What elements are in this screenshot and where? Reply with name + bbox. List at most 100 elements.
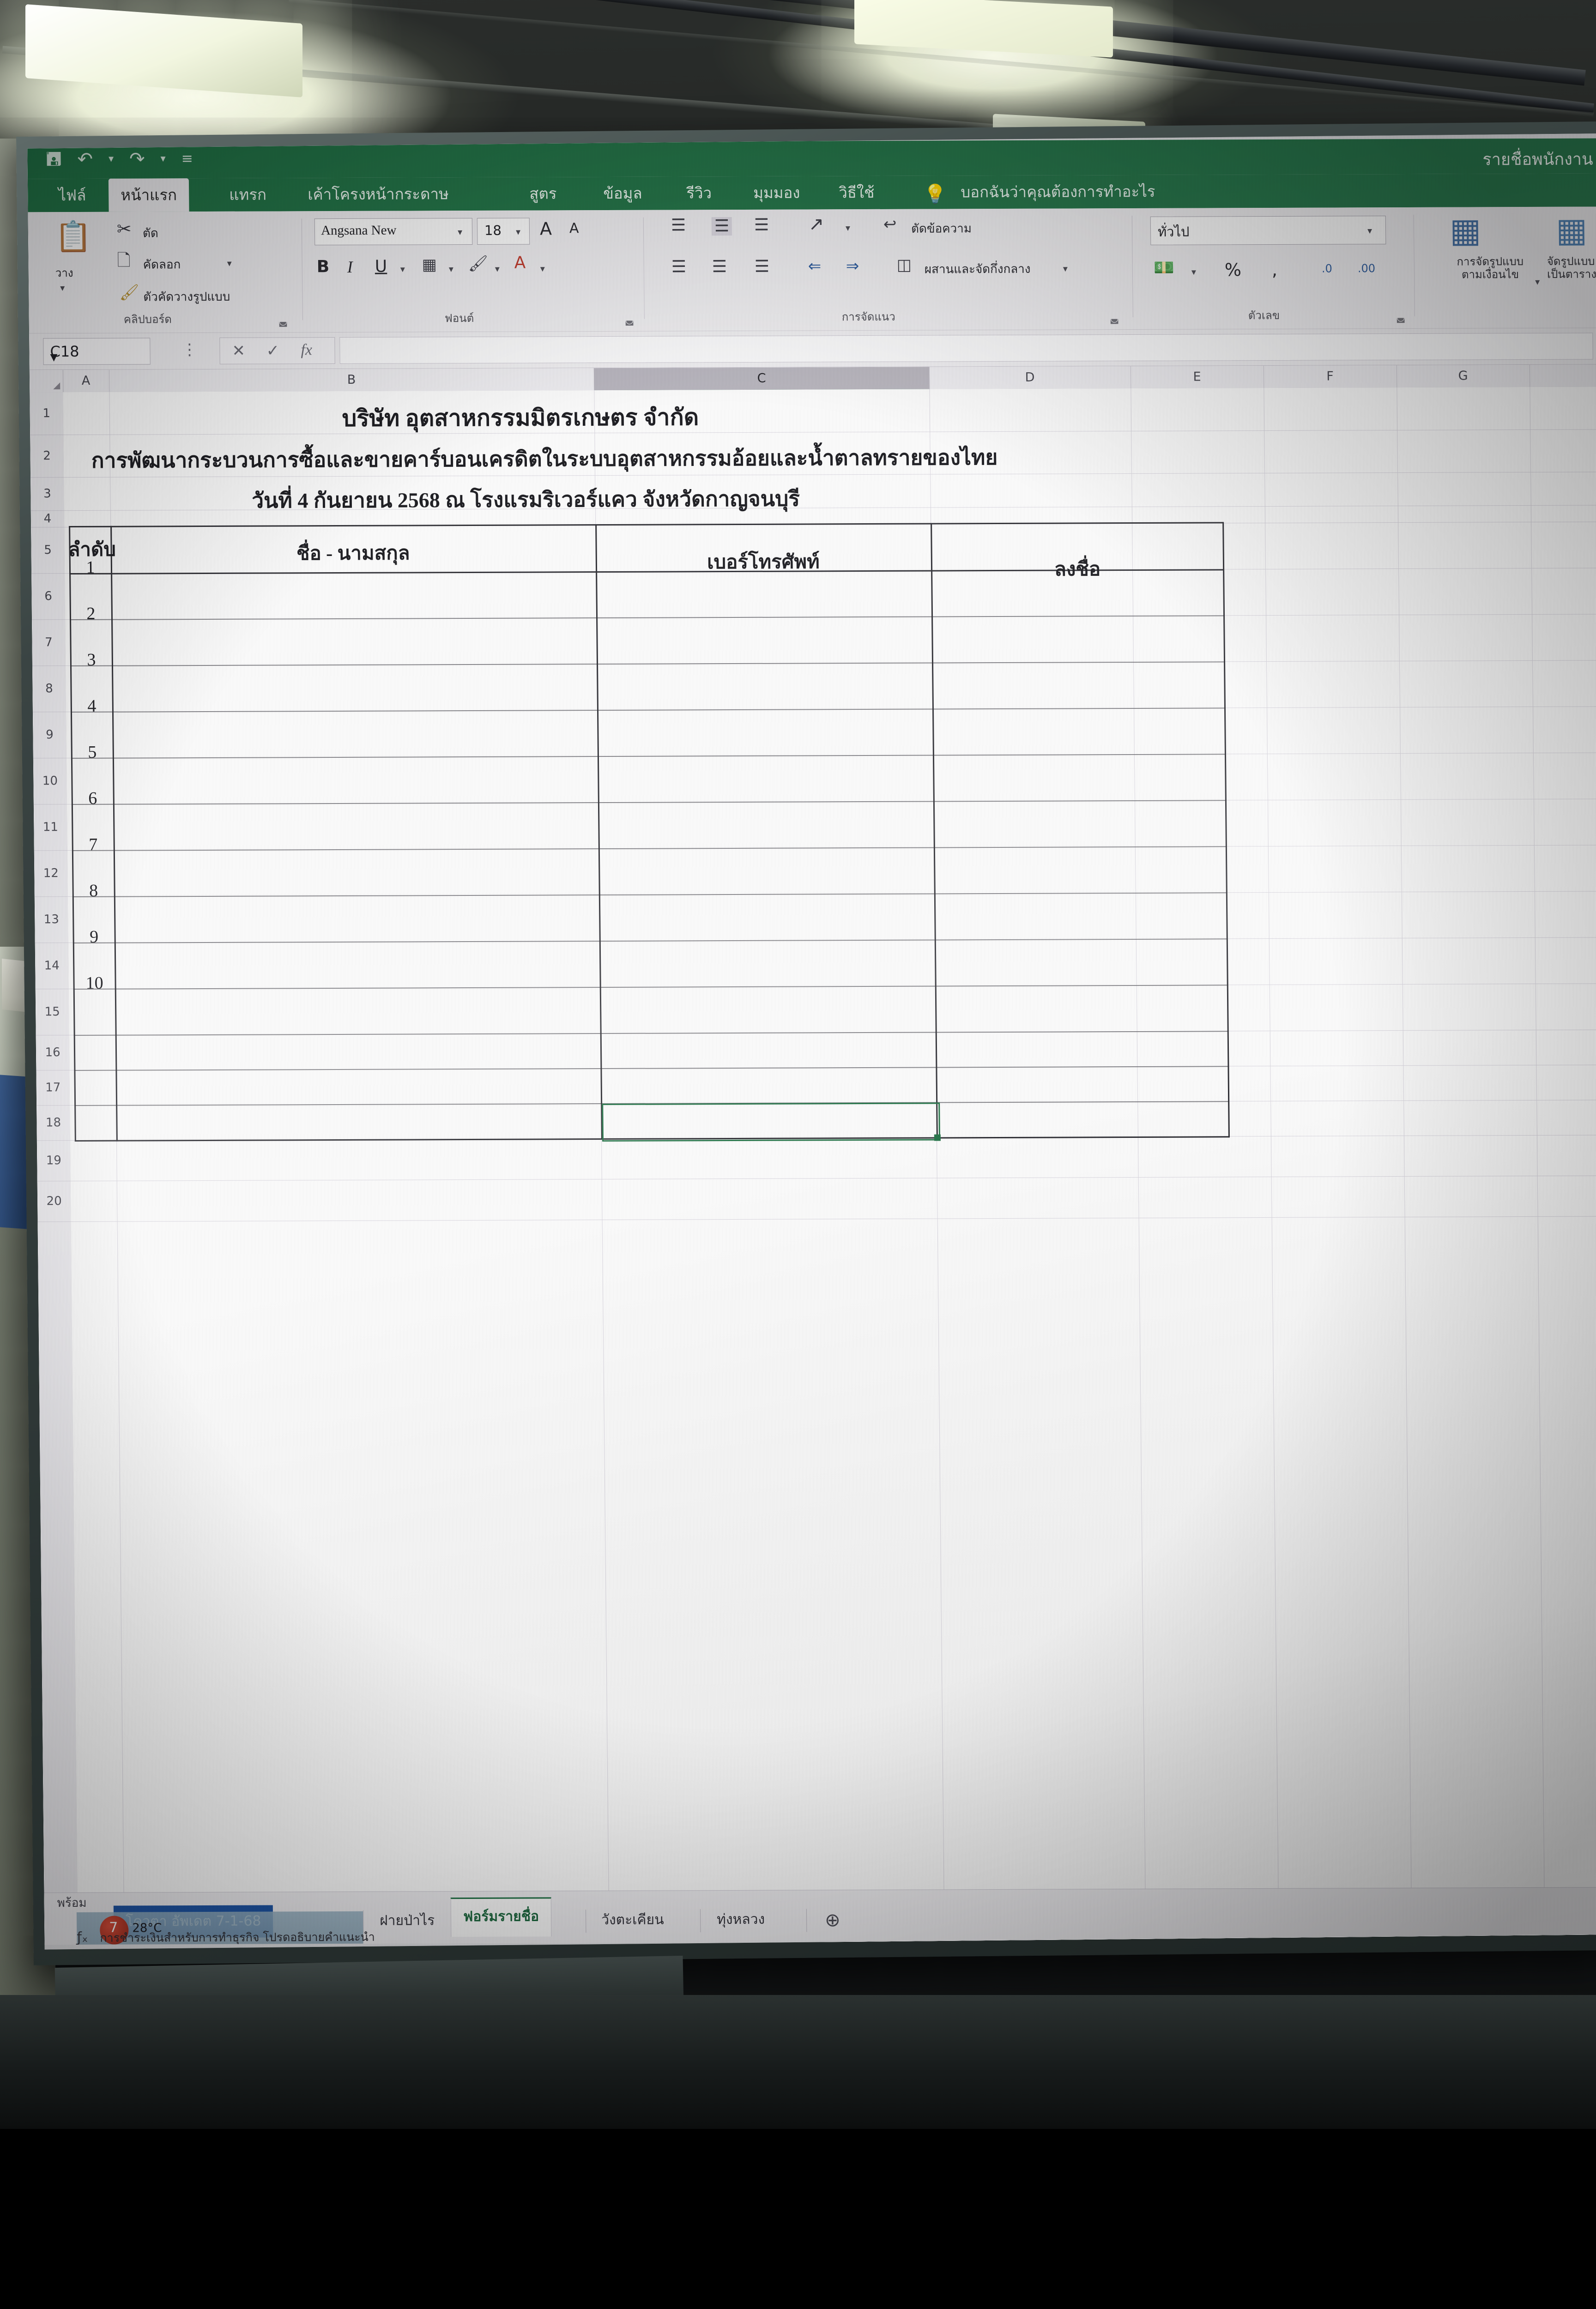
column-header-F[interactable]: F	[1263, 365, 1397, 388]
table-row-number[interactable]: 8	[89, 881, 98, 901]
merge-center-dropdown-icon[interactable]: ▾	[1063, 263, 1068, 274]
decrease-indent-icon[interactable]: ⇐	[808, 257, 822, 276]
row-header-3[interactable]: 3	[30, 477, 64, 511]
align-top-icon[interactable]: ☰	[671, 216, 686, 235]
orientation-icon[interactable]: ↗	[808, 213, 824, 235]
decrease-decimal-button[interactable]: .00	[1357, 262, 1376, 275]
orientation-dropdown-icon[interactable]: ▾	[845, 222, 851, 234]
tab-data[interactable]: ข้อมูล	[603, 184, 642, 203]
tab-formulas[interactable]: สูตร	[529, 184, 557, 203]
currency-icon[interactable]: 💵	[1153, 258, 1174, 278]
row-header-5[interactable]: 5	[31, 527, 65, 574]
underline-button[interactable]: U	[375, 257, 387, 276]
enter-icon[interactable]: ✓	[266, 341, 280, 360]
merge-center-label[interactable]: ผสานและจัดกึ่งกลาง	[924, 262, 1031, 277]
paste-label[interactable]: วาง	[55, 266, 73, 280]
cancel-icon[interactable]: ✕	[232, 341, 246, 360]
alignment-dialog-launcher[interactable]: ◛	[1109, 313, 1119, 324]
wrap-text-icon[interactable]: ↩	[883, 215, 897, 234]
increase-decimal-button[interactable]: .0	[1321, 262, 1332, 275]
active-cell-fill-handle[interactable]	[934, 1134, 941, 1141]
font-color-dropdown-icon[interactable]: ▾	[540, 263, 545, 274]
number-dialog-launcher[interactable]: ◛	[1396, 311, 1406, 323]
row-header-17[interactable]: 17	[36, 1070, 70, 1106]
redo-icon[interactable]: ↷	[129, 148, 145, 170]
row-header-19[interactable]: 19	[36, 1140, 71, 1182]
table-row-number[interactable]: 10	[85, 973, 103, 993]
customize-qat-icon[interactable]: ≡	[181, 151, 193, 167]
align-center-icon[interactable]: ☰	[712, 257, 727, 277]
column-header-C[interactable]: C	[593, 367, 930, 392]
row-header-10[interactable]: 10	[33, 758, 67, 805]
column-header-A[interactable]: A	[62, 369, 110, 393]
column-header-B[interactable]: B	[109, 368, 595, 392]
borders-icon[interactable]: ▦	[422, 255, 437, 274]
tab-review[interactable]: รีวิว	[686, 184, 712, 202]
table-row-number[interactable]: 1	[86, 557, 95, 577]
row-header-18[interactable]: 18	[36, 1105, 70, 1141]
table-row-number[interactable]: 4	[87, 696, 97, 716]
format-as-table-button[interactable]: จัดรูปแบบ เป็นตาราง	[1547, 254, 1596, 281]
row-header-14[interactable]: 14	[35, 943, 69, 990]
conditional-formatting-button[interactable]: การจัดรูปแบบ ตามเงื่อนไข	[1437, 255, 1544, 281]
cell-header-signature[interactable]: ลงชื่อ	[1054, 559, 1101, 580]
percent-style-button[interactable]: %	[1224, 260, 1242, 280]
tab-file[interactable]: ไฟล์	[58, 186, 86, 205]
format-painter-icon[interactable]: 🖌	[119, 283, 139, 302]
conditional-formatting-dropdown-icon[interactable]: ▾	[1535, 276, 1540, 287]
font-name-dropdown-icon[interactable]: ▾	[457, 226, 463, 238]
cell-title-project[interactable]: การพัฒนากระบวนการซื้อและขายคาร์บอนเครดิต…	[91, 446, 998, 472]
row-header-8[interactable]: 8	[32, 665, 66, 713]
sheet-tab-wang-takian[interactable]: วังตะเคียน	[601, 1911, 664, 1928]
wrap-text-label[interactable]: ตัดข้อความ	[911, 222, 972, 236]
row-header-12[interactable]: 12	[34, 850, 68, 897]
copy-label[interactable]: คัดลอก	[143, 258, 181, 272]
active-cell-c18[interactable]	[602, 1102, 940, 1142]
align-left-icon[interactable]: ☰	[671, 257, 687, 277]
row-header-7[interactable]: 7	[32, 619, 66, 666]
name-box-dropdown-icon[interactable]: ▾	[50, 348, 58, 366]
cut-label[interactable]: ตัด	[142, 226, 158, 241]
font-size-dropdown-icon[interactable]: ▾	[515, 226, 521, 237]
align-right-icon[interactable]: ☰	[754, 257, 770, 276]
number-format-dropdown-icon[interactable]: ▾	[1367, 225, 1372, 236]
cut-icon[interactable]: ✂	[116, 218, 132, 239]
row-header-20[interactable]: 20	[37, 1181, 71, 1222]
font-dialog-launcher[interactable]: ◛	[624, 314, 635, 326]
underline-dropdown-icon[interactable]: ▾	[400, 263, 405, 275]
fill-color-dropdown-icon[interactable]: ▾	[495, 263, 500, 274]
row-header-11[interactable]: 11	[33, 804, 67, 851]
row-header-1[interactable]: 1	[30, 392, 64, 435]
row-header-15[interactable]: 15	[35, 989, 69, 1036]
bold-button[interactable]: B	[316, 257, 330, 277]
row-header-9[interactable]: 9	[32, 712, 66, 759]
table-row-number[interactable]: 6	[88, 788, 97, 808]
cell-title-date-venue[interactable]: วันที่ 4 กันยายน 2568 ณ โรงแรมริเวอร์แคว…	[251, 487, 800, 513]
tab-view[interactable]: มุมมอง	[753, 183, 800, 202]
conditional-formatting-icon[interactable]: ▦	[1449, 211, 1481, 250]
table-row-number[interactable]: 9	[89, 927, 99, 947]
row-header-16[interactable]: 16	[36, 1035, 70, 1071]
column-header-D[interactable]: D	[929, 366, 1131, 389]
column-header-E[interactable]: E	[1130, 366, 1264, 389]
font-color-icon[interactable]: A	[514, 253, 526, 272]
comma-style-button[interactable]: ,	[1271, 259, 1278, 280]
copy-icon[interactable]: 🗋	[117, 251, 131, 270]
currency-dropdown-icon[interactable]: ▾	[1191, 266, 1197, 278]
row-header-2[interactable]: 2	[30, 435, 64, 478]
select-all-button[interactable]	[29, 370, 64, 393]
name-box[interactable]: C18 ▾	[43, 338, 151, 365]
cell-title-company[interactable]: บริษัท อุตสาหกรรมมิตรเกษตร จำกัด	[342, 404, 699, 431]
column-header-G[interactable]: G	[1396, 365, 1530, 388]
shrink-font-icon[interactable]: A	[569, 220, 579, 237]
sheet-tab-form-namelist[interactable]: ฟอร์มรายชื่อ	[450, 1897, 552, 1937]
clipboard-dialog-launcher[interactable]: ◛	[278, 315, 288, 327]
table-row-number[interactable]: 7	[89, 834, 98, 854]
paste-dropdown-icon[interactable]: ▾	[60, 282, 65, 294]
paste-icon[interactable]: 📋	[54, 219, 92, 254]
cell-header-phone[interactable]: เบอร์โทรศัพท์	[707, 551, 820, 574]
lightbulb-icon[interactable]: 💡	[924, 183, 947, 205]
fill-color-icon[interactable]: 🖌	[468, 254, 489, 273]
align-bottom-icon[interactable]: ☰	[754, 215, 769, 235]
table-row-number[interactable]: 3	[87, 650, 96, 670]
